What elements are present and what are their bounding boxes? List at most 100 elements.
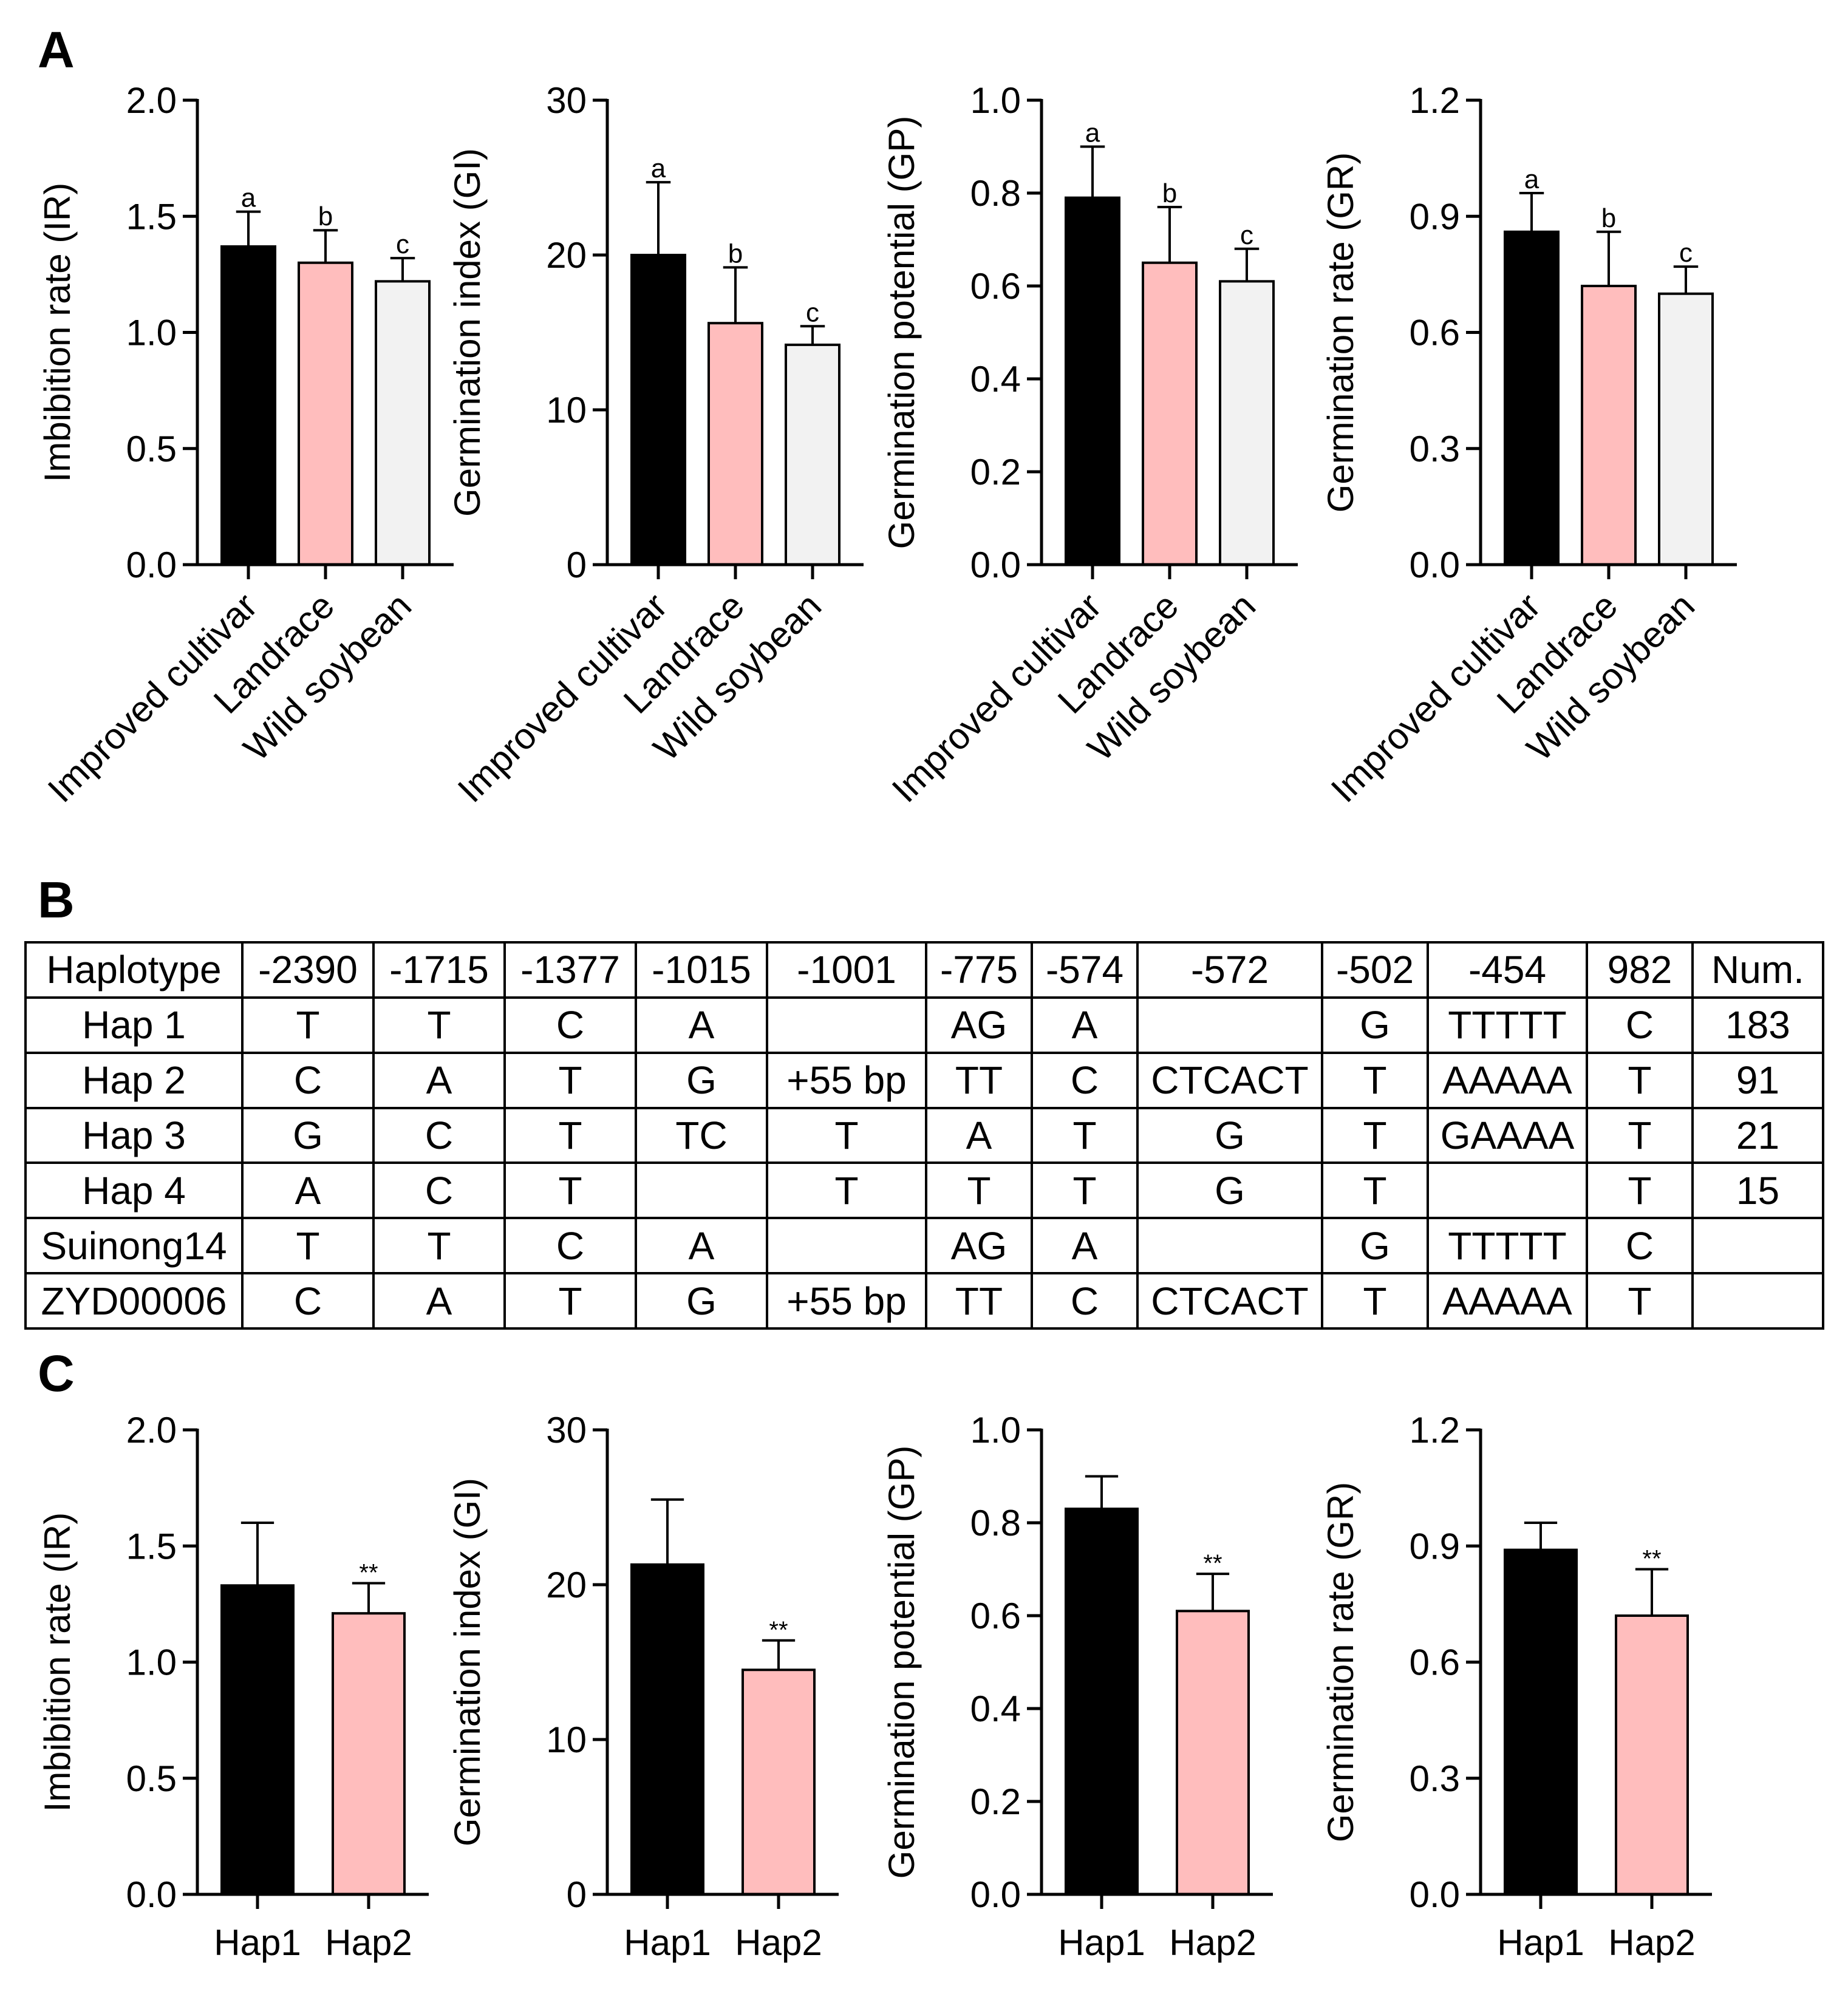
- table-cell: C: [372, 1106, 506, 1165]
- y-tick-label: 0.6: [970, 266, 1021, 307]
- y-tick-label: 0: [567, 545, 587, 585]
- chart-c-germination-index: 0 10 20 30 Germination index (GI) Hap1 ** Hap2: [447, 1410, 839, 1963]
- chart-c-imbibition-rate: 0.0 0.5 1.0 1.5 2.0 Imbibition rate (IR) Hap1 *…: [37, 1410, 429, 1963]
- table-row: Hap 1 T T C A AG A G TTTTT C 183: [24, 996, 1824, 1054]
- significance-label: c: [806, 298, 819, 327]
- y-axis-label: Germination index (GI): [447, 148, 488, 517]
- table-cell: TTTTT: [1427, 996, 1588, 1054]
- table-row: Hap 4 A C T T T T G T T 15: [24, 1162, 1824, 1220]
- table-cell: A: [241, 1162, 375, 1220]
- table-cell: [766, 996, 927, 1054]
- table-cell: C: [1031, 1272, 1139, 1330]
- panel-label-a: A: [38, 21, 75, 78]
- y-tick-label: 0.6: [1410, 313, 1460, 353]
- table-row: Suinong14 T T C A AG A G TTTTT C: [24, 1217, 1824, 1275]
- table-cell: A: [1031, 1217, 1139, 1275]
- bar: [1615, 1614, 1689, 1896]
- table-cell: C: [503, 1217, 637, 1275]
- table-row: Hap 3 G C T TC T A T G T GAAAA T 21: [24, 1106, 1824, 1165]
- table-cell: T: [503, 1106, 637, 1165]
- bar: [220, 245, 276, 566]
- y-tick-label: 0.5: [126, 429, 177, 469]
- table-cell: C: [241, 1272, 375, 1330]
- y-tick-label: 0.0: [126, 1874, 177, 1915]
- table-cell: T: [1586, 1051, 1694, 1109]
- table-cell: T: [1321, 1051, 1429, 1109]
- table-cell: A: [635, 996, 768, 1054]
- chart-a-germination-potential: 0.0 0.2 0.4 0.6 0.8 1.0 Germination potential …: [881, 80, 1298, 810]
- table-cell: T: [1586, 1162, 1694, 1220]
- table-header-cell: -502: [1321, 941, 1429, 999]
- bar: [298, 261, 353, 566]
- table-cell: Hap 3: [24, 1106, 244, 1165]
- table-cell: [1427, 1162, 1588, 1220]
- table-header-cell: Haplotype: [24, 941, 244, 999]
- y-axis-label: Imbibition rate (IR): [37, 183, 78, 482]
- table-cell: 91: [1691, 1051, 1824, 1109]
- bar: [630, 254, 686, 566]
- table-cell: 183: [1691, 996, 1824, 1054]
- significance-label: c: [1679, 238, 1693, 268]
- table-row: ZYD00006 C A T G +55 bp TT C CTCACT T AAAAA T: [24, 1272, 1824, 1330]
- x-category-label: Hap1: [214, 1922, 301, 1963]
- table-cell: A: [635, 1217, 768, 1275]
- y-tick-label: 10: [546, 390, 587, 430]
- table-cell: [1691, 1217, 1824, 1275]
- table-cell: G: [1136, 1106, 1323, 1165]
- panel-label-c: C: [38, 1345, 75, 1402]
- table-cell: CTCACT: [1136, 1051, 1323, 1109]
- table-cell: A: [372, 1272, 506, 1330]
- y-axis-label: Germination rate (GR): [1320, 152, 1361, 513]
- y-tick-label: 0.0: [126, 545, 177, 585]
- y-tick-label: 0.9: [1410, 1526, 1460, 1566]
- significance-label: b: [728, 239, 743, 268]
- table-cell: G: [635, 1272, 768, 1330]
- table-cell: [1691, 1272, 1824, 1330]
- y-axis-label: Germination potential (GP): [881, 116, 922, 549]
- y-axis-label: Germination potential (GP): [881, 1446, 922, 1879]
- y-tick-label: 20: [546, 235, 587, 276]
- table-cell: AAAAA: [1427, 1272, 1588, 1330]
- bar: [742, 1668, 816, 1896]
- y-axis-label: Germination rate (GR): [1320, 1482, 1361, 1843]
- y-tick-label: 0.2: [970, 1781, 1021, 1822]
- bar: [375, 280, 431, 566]
- table-header-cell: -1015: [635, 941, 768, 999]
- y-tick-label: 2.0: [126, 80, 177, 121]
- table-header-cell: -572: [1136, 941, 1323, 999]
- significance-label: b: [318, 202, 333, 231]
- y-tick-label: 0.8: [970, 173, 1021, 214]
- y-tick-label: 0.9: [1410, 196, 1460, 237]
- x-category-label: Hap1: [1497, 1922, 1584, 1963]
- table-cell: T: [1321, 1106, 1429, 1165]
- table-cell: T: [372, 996, 506, 1054]
- y-tick-label: 1.0: [970, 1410, 1021, 1451]
- table-cell: T: [372, 1217, 506, 1275]
- table-cell: T: [241, 996, 375, 1054]
- y-tick-label: 0.3: [1410, 1758, 1460, 1799]
- x-category-label: Hap1: [624, 1922, 711, 1963]
- bar: [707, 322, 763, 566]
- table-cell: CTCACT: [1136, 1272, 1323, 1330]
- table-cell: G: [1136, 1162, 1323, 1220]
- table-cell: T: [766, 1106, 927, 1165]
- significance-label: **: [1642, 1546, 1661, 1573]
- y-tick-label: 20: [546, 1565, 587, 1605]
- significance-label: **: [1203, 1550, 1222, 1577]
- bar: [630, 1563, 704, 1896]
- table-cell: AAAAA: [1427, 1051, 1588, 1109]
- bar: [1581, 285, 1637, 566]
- table-cell: AG: [925, 996, 1033, 1054]
- y-tick-label: 1.5: [126, 196, 177, 237]
- table-header-cell: -775: [925, 941, 1033, 999]
- table-cell: T: [241, 1217, 375, 1275]
- chart-c-germination-potential: 0.0 0.2 0.4 0.6 0.8 1.0 Germination potential …: [881, 1410, 1273, 1963]
- table-header-row: Haplotype -2390 -1715 -1377 -1015 -1001 -775 -5…: [24, 941, 1824, 999]
- table-cell: A: [372, 1051, 506, 1109]
- x-category-label: Hap2: [735, 1922, 822, 1963]
- y-tick-label: 0.2: [970, 452, 1021, 492]
- y-tick-label: 0.0: [970, 1874, 1021, 1915]
- table-cell: T: [1586, 1106, 1694, 1165]
